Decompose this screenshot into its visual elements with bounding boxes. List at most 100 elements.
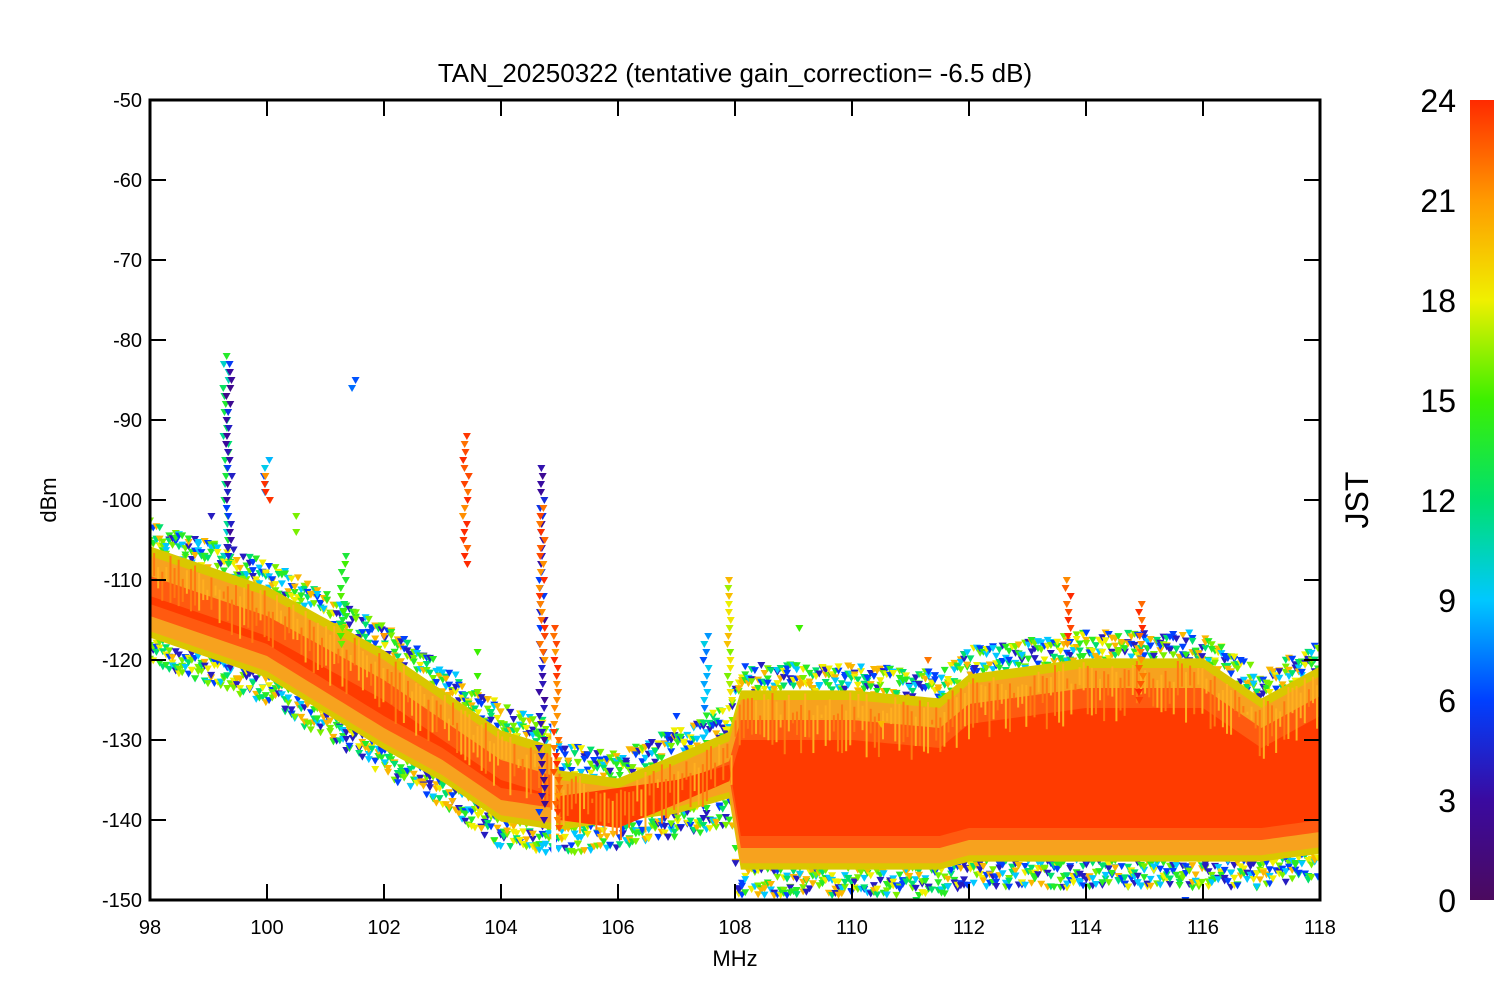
spectrum-marker bbox=[290, 583, 299, 591]
spectrum-marker bbox=[802, 888, 811, 896]
spectrum-marker bbox=[451, 688, 460, 696]
spectrum-marker bbox=[265, 562, 274, 570]
spike-marker bbox=[223, 465, 232, 472]
spectrum-marker bbox=[364, 756, 373, 764]
spike-marker bbox=[552, 681, 561, 688]
spectrum-marker bbox=[445, 669, 454, 677]
spectrum-marker bbox=[1066, 651, 1075, 659]
spectrum-marker bbox=[487, 712, 496, 720]
spike-marker bbox=[726, 665, 735, 672]
spectrum-marker bbox=[1005, 647, 1014, 655]
spectrum-marker bbox=[1124, 883, 1133, 891]
spectrum-marker bbox=[229, 546, 238, 554]
spike-marker bbox=[538, 673, 547, 680]
spectrum-marker bbox=[1165, 647, 1174, 655]
spectrum-marker bbox=[541, 849, 550, 857]
spectrum-marker bbox=[544, 830, 553, 838]
spectrum-marker bbox=[532, 721, 541, 729]
spectrum-marker bbox=[831, 677, 840, 685]
spectrum-marker bbox=[741, 876, 750, 884]
spectrum-marker bbox=[1046, 872, 1055, 880]
spike-marker bbox=[724, 633, 733, 640]
spike-marker bbox=[549, 729, 558, 736]
spectrum-marker bbox=[1140, 863, 1149, 871]
spectrum-marker bbox=[245, 553, 254, 561]
spike-marker bbox=[538, 473, 547, 480]
spectrum-marker bbox=[197, 549, 206, 557]
spectrum-marker bbox=[580, 847, 589, 855]
spectrum-marker bbox=[1275, 668, 1284, 676]
spectrum-marker bbox=[458, 683, 467, 691]
spectrum-marker bbox=[300, 704, 309, 712]
spectrum-marker bbox=[1127, 653, 1136, 661]
spectrum-marker bbox=[1053, 642, 1062, 650]
spectrum-marker bbox=[792, 666, 801, 674]
spectrum-marker bbox=[577, 834, 586, 842]
spectrum-marker bbox=[528, 830, 537, 838]
spectrum-marker bbox=[998, 658, 1007, 666]
spectrum-marker bbox=[1136, 644, 1145, 652]
spectrum-marker bbox=[255, 564, 264, 572]
spike-marker bbox=[1063, 641, 1072, 648]
spike-marker bbox=[224, 513, 233, 520]
spectrum-marker bbox=[1207, 645, 1216, 653]
spectrum-marker bbox=[792, 887, 801, 895]
spectrum-marker bbox=[1050, 653, 1059, 661]
spectrum-marker bbox=[770, 685, 779, 693]
spectrum-marker bbox=[528, 726, 537, 734]
spike-marker bbox=[1135, 609, 1144, 616]
spectrum-marker bbox=[1091, 881, 1100, 889]
spike-marker bbox=[461, 449, 470, 456]
chart-title: TAN_20250322 (tentative gain_correction=… bbox=[438, 58, 1032, 88]
spectrum-marker bbox=[351, 609, 360, 617]
spectrum-marker bbox=[792, 891, 801, 899]
spectrum-marker bbox=[824, 682, 833, 690]
spike-marker bbox=[265, 457, 274, 464]
spectrum-marker bbox=[699, 822, 708, 830]
spectrum-marker bbox=[229, 684, 238, 692]
spectrum-marker bbox=[731, 860, 740, 868]
spectrum-marker bbox=[840, 673, 849, 681]
spectrum-marker bbox=[1056, 647, 1065, 655]
spike-marker bbox=[227, 521, 236, 528]
spectrum-marker bbox=[1297, 860, 1306, 868]
spectrum-marker bbox=[760, 685, 769, 693]
spectrum-marker bbox=[313, 715, 322, 723]
spectrum-marker bbox=[763, 675, 772, 683]
spectrum-marker bbox=[1050, 658, 1059, 666]
spectrum-marker bbox=[200, 552, 209, 560]
spectrum-marker bbox=[1005, 877, 1014, 885]
spectrum-marker bbox=[840, 685, 849, 693]
spectrum-marker bbox=[1091, 642, 1100, 650]
spectrum-marker bbox=[358, 738, 367, 746]
spike-marker bbox=[219, 385, 228, 392]
spectrum-marker bbox=[760, 669, 769, 677]
spectrum-marker bbox=[1207, 879, 1216, 887]
spectrum-marker bbox=[998, 861, 1007, 869]
spectrum-marker bbox=[277, 580, 286, 588]
spectrum-marker bbox=[300, 723, 309, 731]
spectrum-marker bbox=[1182, 637, 1191, 645]
spectrum-marker bbox=[281, 570, 290, 578]
spectrum-marker bbox=[538, 732, 547, 740]
spike-marker bbox=[536, 545, 545, 552]
spectrum-marker bbox=[1130, 648, 1139, 656]
spectrum-marker bbox=[255, 688, 264, 696]
spike-marker bbox=[1136, 649, 1145, 656]
spike-marker bbox=[224, 449, 233, 456]
spectrum-marker bbox=[1159, 652, 1168, 660]
spike-marker bbox=[549, 633, 558, 640]
spike-marker bbox=[1134, 689, 1143, 696]
spike-marker bbox=[552, 673, 561, 680]
spike-marker bbox=[462, 521, 471, 528]
spectrum-marker bbox=[1268, 668, 1277, 676]
y-axis-title: dBm bbox=[36, 477, 61, 522]
spike-marker bbox=[700, 681, 709, 688]
spectrum-marker bbox=[380, 642, 389, 650]
spike-marker bbox=[554, 737, 563, 744]
spectrum-marker bbox=[493, 703, 502, 711]
spectrum-marker bbox=[876, 681, 885, 689]
spectrum-marker bbox=[326, 724, 335, 732]
spectrum-marker bbox=[271, 564, 280, 572]
